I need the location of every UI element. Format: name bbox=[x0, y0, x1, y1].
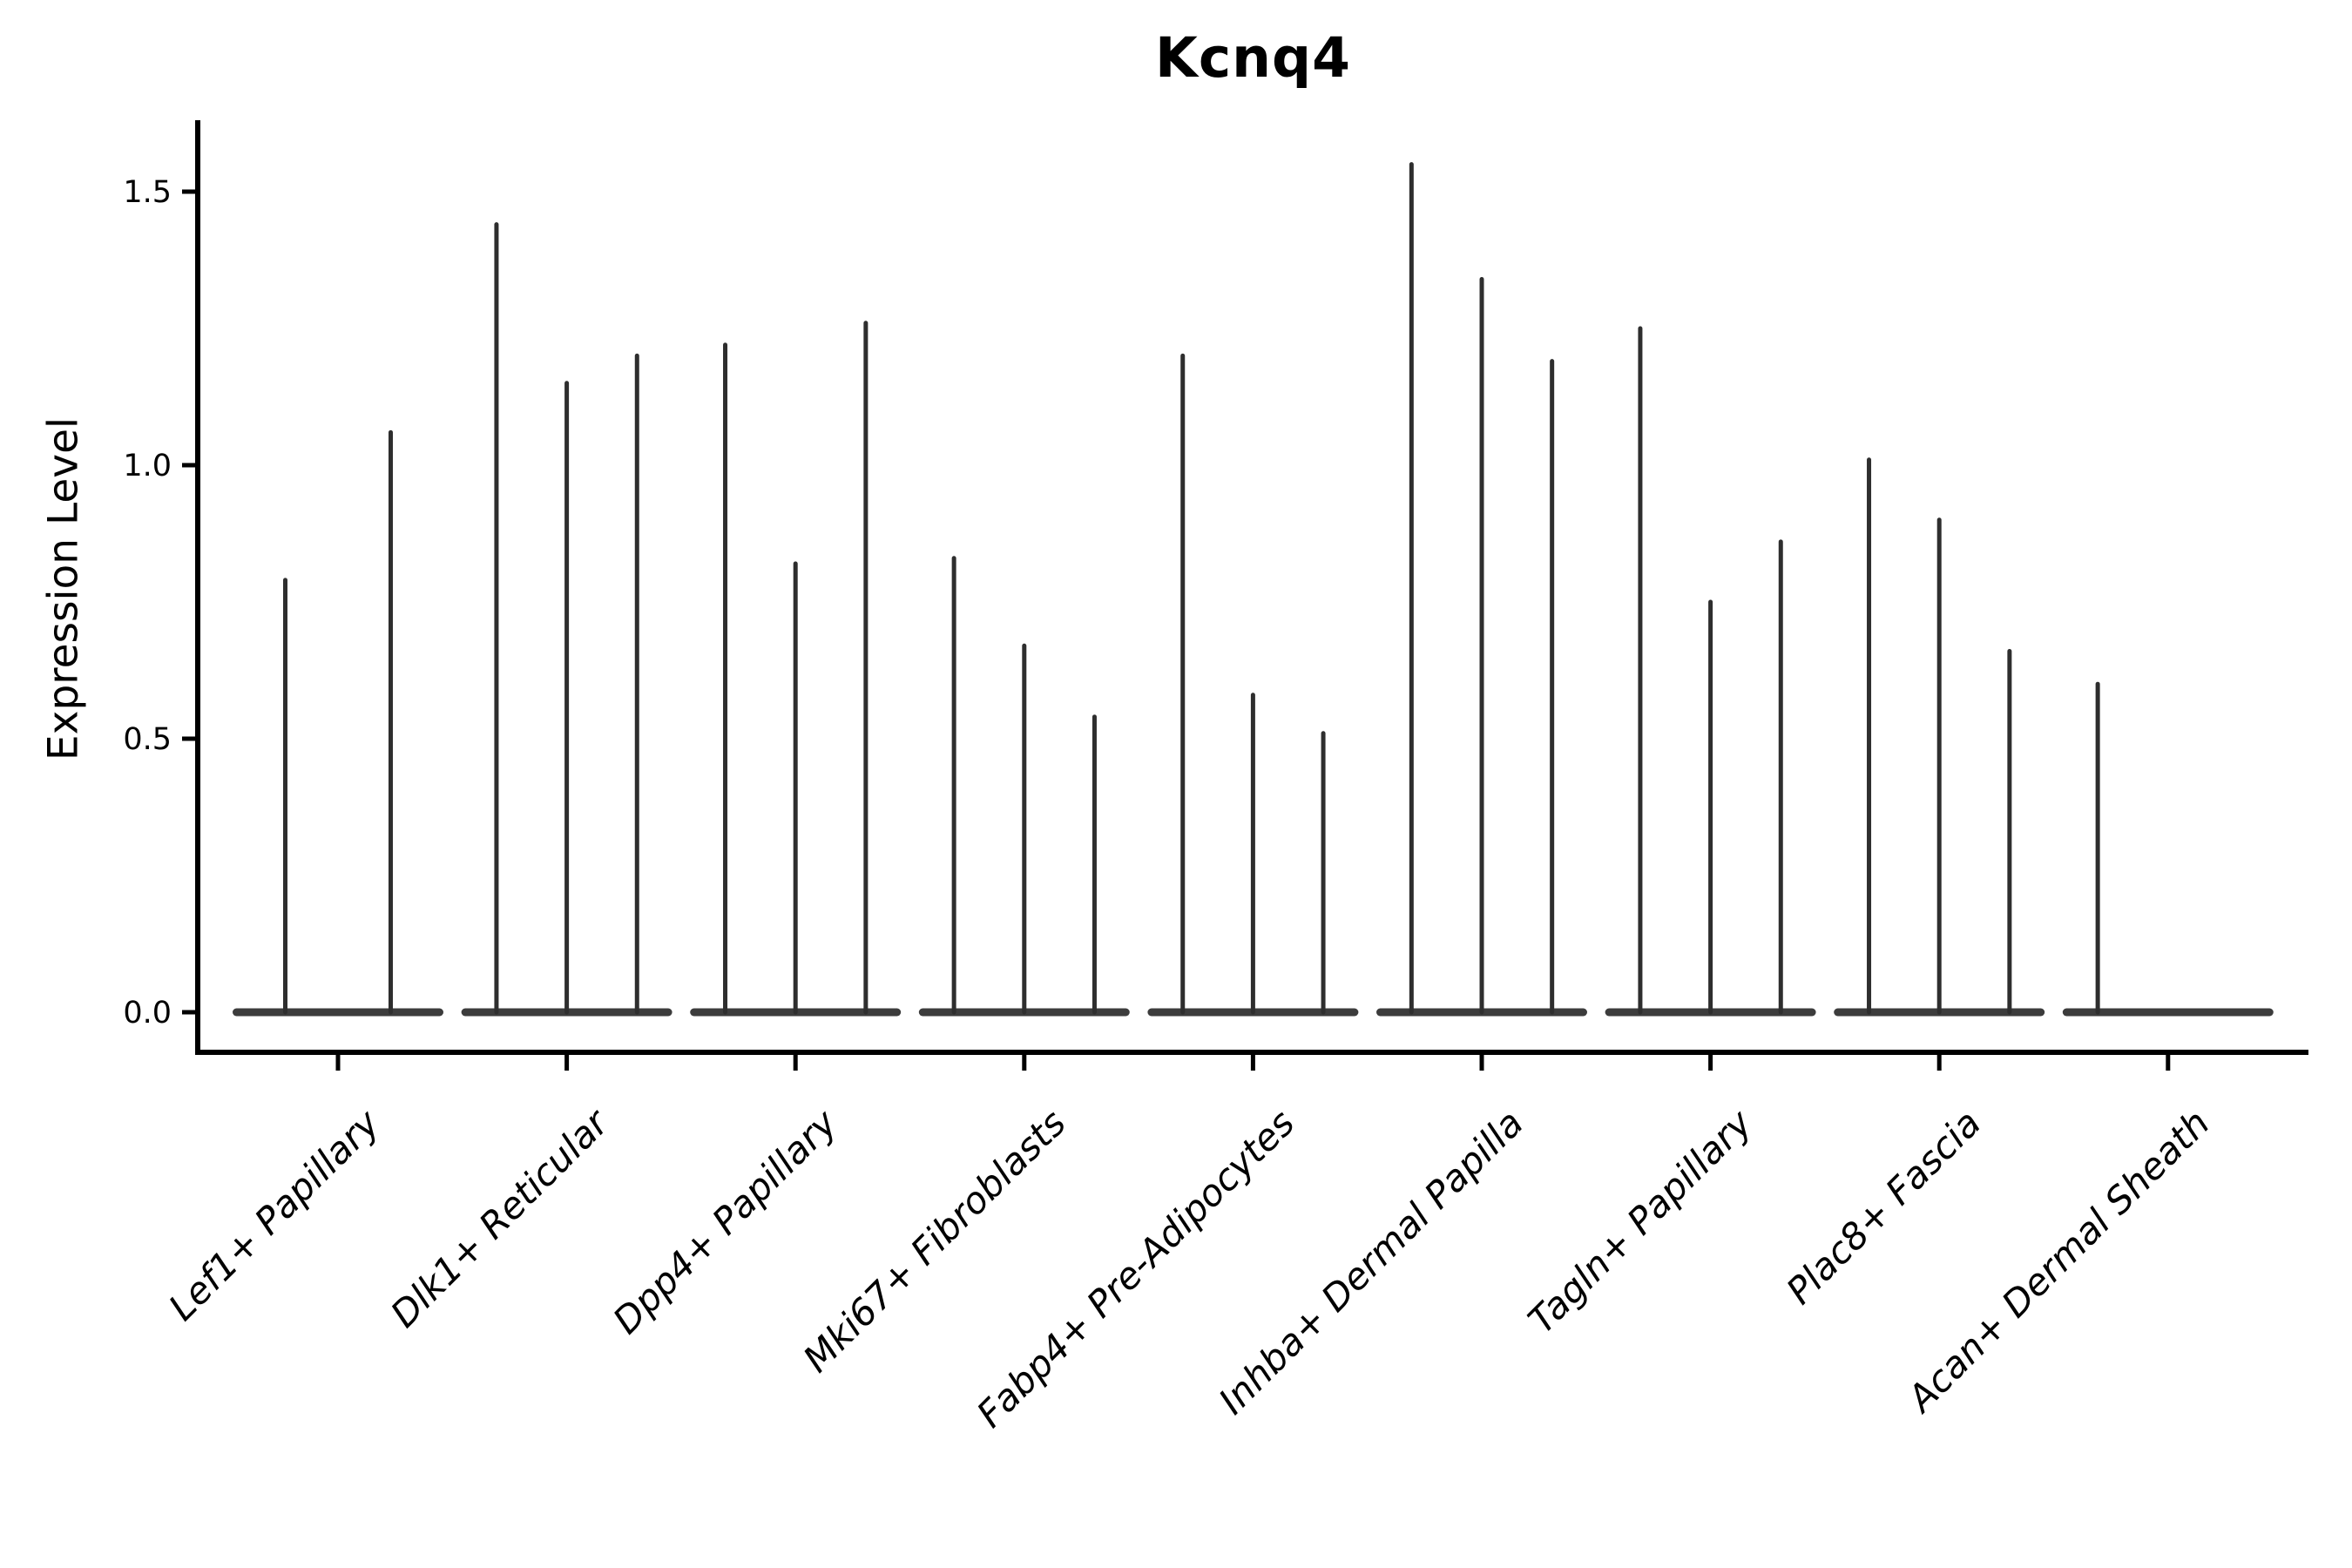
violin-base bbox=[233, 1008, 443, 1017]
x-tick-label: Dpp4+ Papillary bbox=[605, 1101, 846, 1342]
violin-base bbox=[2062, 1008, 2274, 1017]
x-tick-label: Mki67+ Fibroblasts bbox=[795, 1101, 1074, 1380]
y-tick-label: 0.5 bbox=[123, 722, 172, 757]
x-tick-label: Plac8+ Fascia bbox=[1778, 1101, 1989, 1312]
x-tick-label: Dlk1+ Reticular bbox=[382, 1099, 618, 1335]
x-tick-label: Tagln+ Papillary bbox=[1520, 1101, 1761, 1342]
y-tick-label: 1.5 bbox=[123, 175, 172, 210]
y-tick-label: 1.0 bbox=[123, 449, 172, 483]
chart-title: Kcnq4 bbox=[1155, 26, 1351, 90]
x-tick-label: Lef1+ Papillary bbox=[160, 1101, 389, 1329]
y-axis-title: Expression Level bbox=[39, 416, 88, 761]
y-tick-label: 0.0 bbox=[123, 996, 172, 1031]
